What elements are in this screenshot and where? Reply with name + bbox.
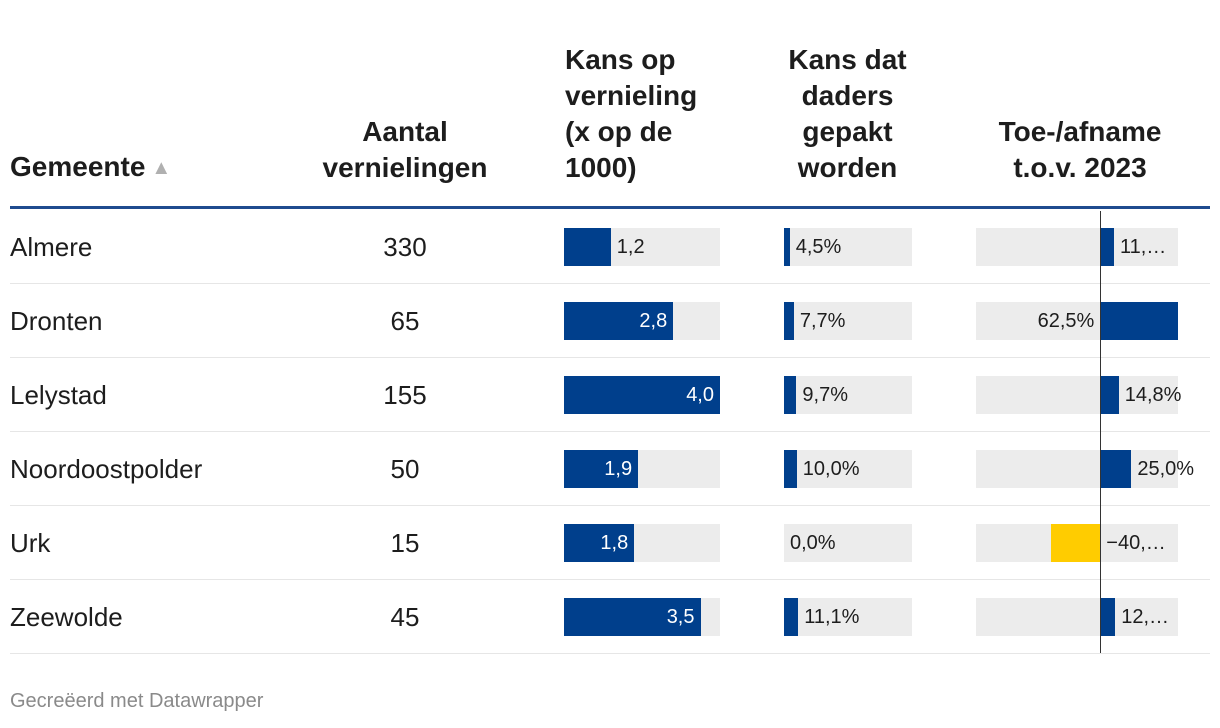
kans-value-label: 3,5: [666, 606, 695, 628]
daders-bar-track: 10,0%: [784, 450, 912, 488]
column-header-aantal[interactable]: Aantal vernielingen: [322, 116, 488, 183]
daders-bar-track: 11,1%: [784, 598, 912, 636]
daders-value-label: 4,5%: [795, 236, 842, 258]
vernielingen-count: 65: [390, 306, 420, 336]
daders-value-label: 0,0%: [790, 532, 836, 554]
table-row: Urk 15 1,8 0,0% −40,…: [10, 506, 1210, 580]
kans-bar-track: 2,8: [564, 302, 720, 340]
change-zero-line: [1100, 211, 1101, 653]
change-bar-track: 11,…: [976, 228, 1178, 266]
vernielingen-count: 15: [390, 528, 420, 558]
change-bar: [1100, 302, 1178, 340]
daders-value-label: 10,0%: [802, 458, 860, 480]
kans-bar-track: 4,0: [564, 376, 720, 414]
kans-value-label: 4,0: [686, 384, 714, 406]
vernielingen-count: 330: [383, 232, 427, 262]
column-header-kans[interactable]: Kans op vernieling (x op de 1000): [565, 44, 698, 183]
kans-bar-track: 3,5: [564, 598, 720, 636]
change-value-label: −40,…: [1106, 532, 1166, 554]
table-row: Lelystad 155 4,0 9,7% 14,8%: [10, 358, 1210, 432]
kans-bar: [564, 598, 701, 636]
change-bar: [1100, 376, 1119, 414]
kans-bar: [564, 376, 720, 414]
change-bar: [1050, 524, 1101, 562]
kans-value-label: 1,8: [600, 532, 629, 554]
daders-bar: [784, 302, 794, 340]
table-header: Gemeente ▲ Aantal vernielingen Kans op ve…: [10, 0, 1210, 209]
daders-bar: [784, 376, 797, 414]
change-value-label: 62,5%: [1037, 310, 1095, 332]
change-value-label: 11,…: [1119, 236, 1167, 258]
sort-ascending-icon[interactable]: ▲: [151, 157, 172, 179]
change-value-label: 12,…: [1121, 606, 1170, 628]
kans-bar: [564, 524, 635, 562]
gemeente-name: Almere: [10, 232, 93, 262]
gemeente-name: Dronten: [10, 306, 103, 336]
change-bar-track: −40,…: [976, 524, 1178, 562]
vernielingen-count: 50: [390, 454, 420, 484]
daders-bar-track: 9,7%: [784, 376, 912, 414]
kans-bar: [564, 228, 611, 266]
daders-value-label: 9,7%: [802, 384, 848, 406]
column-header-daders[interactable]: Kans dat daders gepakt worden: [788, 44, 907, 183]
change-bar-track: 12,…: [976, 598, 1178, 636]
daders-bar-track: 4,5%: [784, 228, 912, 266]
gemeente-name: Lelystad: [10, 380, 107, 410]
kans-bar: [564, 302, 674, 340]
table-row: Almere 330 1,2 4,5% 11,…: [10, 210, 1210, 284]
column-header-gemeente-label: Gemeente: [10, 151, 146, 182]
change-bar-track: 14,8%: [976, 376, 1181, 414]
kans-bar-track: 1,8: [564, 524, 720, 562]
daders-bar-track: 7,7%: [784, 302, 912, 340]
change-bar-track: 25,0%: [976, 450, 1194, 488]
gemeente-name: Zeewolde: [10, 602, 123, 632]
kans-value-label: 1,2: [616, 236, 645, 258]
gemeente-name: Noordoostpolder: [10, 454, 203, 484]
table-row: Dronten 65 2,8 7,7% 62,5%: [10, 284, 1210, 358]
gemeente-name: Urk: [10, 528, 51, 558]
change-bar: [1100, 228, 1114, 266]
change-bar: [1100, 598, 1116, 636]
daders-value-label: 11,1%: [804, 606, 860, 628]
column-header-change[interactable]: Toe-/afname t.o.v. 2023: [998, 116, 1162, 183]
column-header-gemeente[interactable]: Gemeente ▲: [10, 149, 171, 186]
kans-bar: [564, 450, 639, 488]
kans-bar-track: 1,9: [564, 450, 720, 488]
footer-credit: Gecreëerd met Datawrapper: [10, 690, 264, 712]
daders-bar: [784, 228, 790, 266]
daders-bar: [784, 450, 797, 488]
kans-value-label: 1,9: [604, 458, 633, 480]
kans-bar-track: 1,2: [564, 228, 720, 266]
vernielingen-count: 155: [383, 380, 427, 410]
table-row: Noordoostpolder 50 1,9 10,0% 25,0%: [10, 432, 1210, 506]
daders-value-label: 7,7%: [799, 310, 846, 332]
table-row: Zeewolde 45 3,5 11,1% 12,…: [10, 580, 1210, 654]
change-value-label: 25,0%: [1137, 458, 1195, 480]
daders-bar: [784, 598, 799, 636]
daders-bar-track: 0,0%: [784, 524, 912, 562]
change-bar: [1100, 450, 1132, 488]
vernielingen-count: 45: [390, 602, 420, 632]
change-bar-track: 62,5%: [976, 302, 1178, 340]
kans-value-label: 2,8: [639, 310, 668, 332]
change-value-label: 14,8%: [1124, 384, 1182, 406]
